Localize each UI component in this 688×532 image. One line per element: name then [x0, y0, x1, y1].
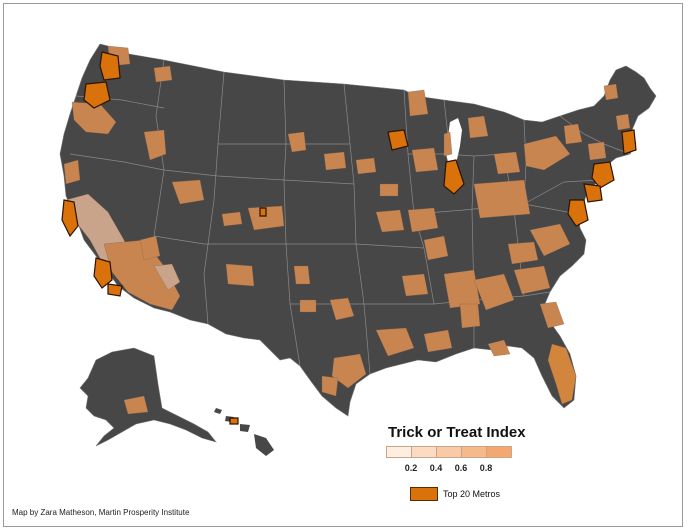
legend-ramp-step [461, 446, 487, 458]
legend-title: Trick or Treat Index [388, 424, 526, 441]
lake-michigan [446, 118, 462, 170]
top20-label: Top 20 Metros [443, 489, 501, 499]
alaska-landmass [79, 347, 217, 447]
hawaii-islands [214, 408, 274, 456]
top-20-metros [61, 51, 637, 425]
legend-tick: 0.2 [404, 463, 418, 473]
map-frame [3, 3, 683, 527]
legend-tick: 0.4 [429, 463, 443, 473]
legend-ramp-step [386, 446, 412, 458]
legend-top20: Top 20 Metros [410, 487, 500, 501]
legend-ramp-step [411, 446, 437, 458]
metro-regions [63, 45, 631, 415]
map-credit: Map by Zara Matheson, Martin Prosperity … [12, 508, 190, 517]
legend-ramp-step [486, 446, 512, 458]
us-choropleth-map [59, 43, 657, 456]
legend-tick: 0.8 [479, 463, 493, 473]
top20-swatch [410, 487, 438, 501]
legend-ramp-step [436, 446, 462, 458]
legend-tick: 0.6 [454, 463, 468, 473]
contiguous-us-landmass [59, 43, 657, 417]
legend-color-ramp [386, 446, 512, 458]
